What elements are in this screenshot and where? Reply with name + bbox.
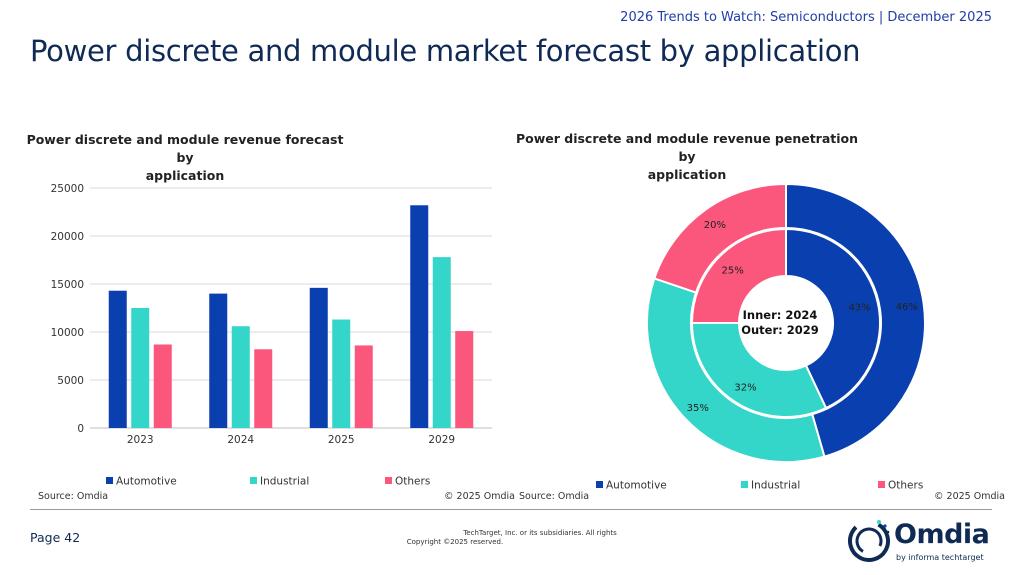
donut-outer-label-others: 20% bbox=[704, 220, 726, 231]
donut-outer-label-industrial: 35% bbox=[687, 403, 709, 414]
bar-chart-title-line1: Power discrete and module revenue foreca… bbox=[26, 132, 344, 165]
bar-chart: 25000 20000 15000 10000 5000 0 2023 2024 2025 202… bbox=[51, 183, 492, 488]
bar-y-tick-label: 25000 bbox=[51, 183, 84, 195]
donut-center-line2: Outer: 2029 bbox=[741, 323, 819, 337]
bar-x-tick-label: 2025 bbox=[328, 434, 355, 446]
bar-others-2023 bbox=[153, 344, 172, 428]
logo-byline: by informa techtarget bbox=[896, 553, 984, 562]
copyright-line1: TechTarget, Inc. or its subsidiaries. Al… bbox=[463, 529, 617, 537]
donut-inner-label-industrial: 32% bbox=[734, 383, 756, 394]
footer-divider bbox=[30, 509, 992, 510]
bar-legend-label-automotive: Automotive bbox=[116, 476, 177, 488]
bar-y-tick-label: 15000 bbox=[51, 279, 84, 291]
donut-inner-slice-others bbox=[690, 227, 787, 324]
bar-industrial-2025 bbox=[332, 319, 351, 428]
bar-y-tick-label: 20000 bbox=[51, 231, 84, 243]
bar-x-tick-label: 2023 bbox=[127, 434, 154, 446]
bar-x-tick-label: 2024 bbox=[227, 434, 254, 446]
bar-others-2025 bbox=[354, 345, 373, 428]
donut-inner-slice-industrial bbox=[690, 322, 828, 418]
bar-chart-title: Power discrete and module revenue foreca… bbox=[20, 131, 350, 185]
bar-automotive-2029 bbox=[410, 205, 429, 428]
donut-legend-swatch-automotive bbox=[596, 481, 603, 488]
bar-source: Source: Omdia bbox=[38, 491, 109, 502]
bar-legend-swatch-others bbox=[385, 477, 392, 484]
omdia-logo: Omdia by informa techtarget bbox=[846, 518, 992, 566]
bar-industrial-2029 bbox=[432, 257, 451, 428]
bar-legend-label-others: Others bbox=[395, 476, 430, 488]
bar-x-tick-label: 2029 bbox=[428, 434, 455, 446]
bar-y-tick-label: 10000 bbox=[51, 327, 84, 339]
donut-source: Source: Omdia bbox=[519, 491, 590, 502]
bar-legend-swatch-automotive bbox=[106, 477, 113, 484]
donut-chart-title-line2: application bbox=[647, 167, 727, 182]
bar-automotive-2025 bbox=[309, 287, 328, 428]
donut-legend-swatch-others bbox=[878, 481, 885, 488]
omdia-logo-icon bbox=[848, 520, 890, 562]
bar-legend-label-industrial: Industrial bbox=[260, 476, 309, 488]
bar-industrial-2023 bbox=[131, 308, 150, 428]
bar-others-2029 bbox=[455, 331, 474, 428]
donut-outer-label-automotive: 46% bbox=[896, 302, 918, 313]
page-title: Power discrete and module market forecas… bbox=[30, 34, 861, 68]
bar-copyright: © 2025 Omdia bbox=[444, 491, 515, 502]
bar-y-tick-label: 5000 bbox=[57, 375, 84, 387]
donut-legend-label-others: Others bbox=[888, 480, 923, 492]
report-subtitle: 2026 Trends to Watch: Semiconductors | D… bbox=[620, 10, 992, 25]
donut-inner-label-others: 25% bbox=[721, 266, 743, 277]
donut-chart-title-line1: Power discrete and module revenue penetr… bbox=[515, 131, 859, 164]
donut-chart-title: Power discrete and module revenue penetr… bbox=[512, 130, 862, 184]
copyright-notice: TechTarget, Inc. or its subsidiaries. Al… bbox=[330, 529, 650, 547]
bar-others-2024 bbox=[254, 349, 273, 428]
bar-chart-title-line2: application bbox=[145, 168, 225, 183]
bar-legend-swatch-industrial bbox=[250, 477, 257, 484]
logo-wordmark: Omdia bbox=[894, 519, 990, 550]
donut-copyright: © 2025 Omdia bbox=[934, 491, 1005, 502]
bar-industrial-2024 bbox=[231, 326, 250, 428]
donut-inner-slice-automotive bbox=[785, 227, 881, 410]
donut-inner-label-automotive: 43% bbox=[849, 303, 871, 314]
page-number: Page 42 bbox=[30, 530, 81, 545]
bar-automotive-2023 bbox=[108, 290, 127, 428]
donut-legend-label-automotive: Automotive bbox=[606, 480, 667, 492]
copyright-line2: Copyright ©2025 reserved. bbox=[406, 538, 504, 546]
donut-legend-label-industrial: Industrial bbox=[751, 480, 800, 492]
bar-automotive-2024 bbox=[209, 293, 228, 428]
donut-center-line1: Inner: 2024 bbox=[743, 308, 818, 322]
bar-y-tick-label: 0 bbox=[77, 423, 84, 435]
donut-legend-swatch-industrial bbox=[741, 481, 748, 488]
